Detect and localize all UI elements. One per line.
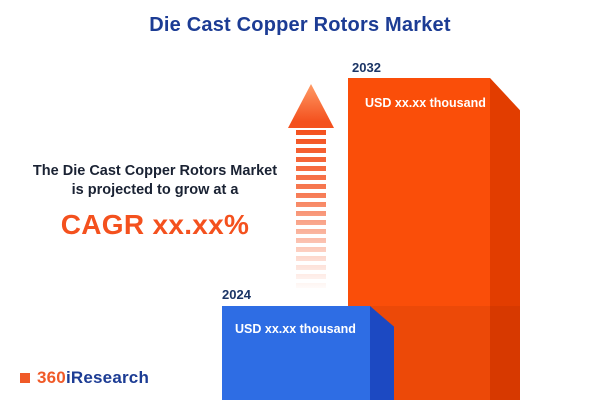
bar-2024-value-label: USD xx.xx thousand [235,322,356,336]
bar-2032-side-face [490,78,520,400]
growth-arrow-icon [288,84,334,294]
bar-2024-front-face [222,306,370,400]
logo-part-360: 360 [37,368,66,387]
arrow-head-icon [288,84,334,128]
logo-part-iresearch: iResearch [65,368,150,387]
bar-2032-value-label: USD xx.xx thousand [365,96,486,110]
logo-text: 360iResearch [37,368,149,388]
page-title: Die Cast Copper Rotors Market [149,14,451,36]
annotation-line-1: The Die Cast Copper Rotors Market [32,163,278,179]
annotation-line-2: is projected to grow at a [71,182,239,198]
bar-2024-year-label: 2024 [222,287,251,302]
cagr-value: CAGR xx.xx% [60,209,250,240]
bar-2032-year-label: 2032 [352,60,381,75]
arrow-shaft-stripes [296,130,326,292]
logo: 360iResearch [20,368,149,388]
logo-square-icon [20,373,30,383]
annotation-block: The Die Cast Copper Rotors Market is pro… [10,162,300,241]
